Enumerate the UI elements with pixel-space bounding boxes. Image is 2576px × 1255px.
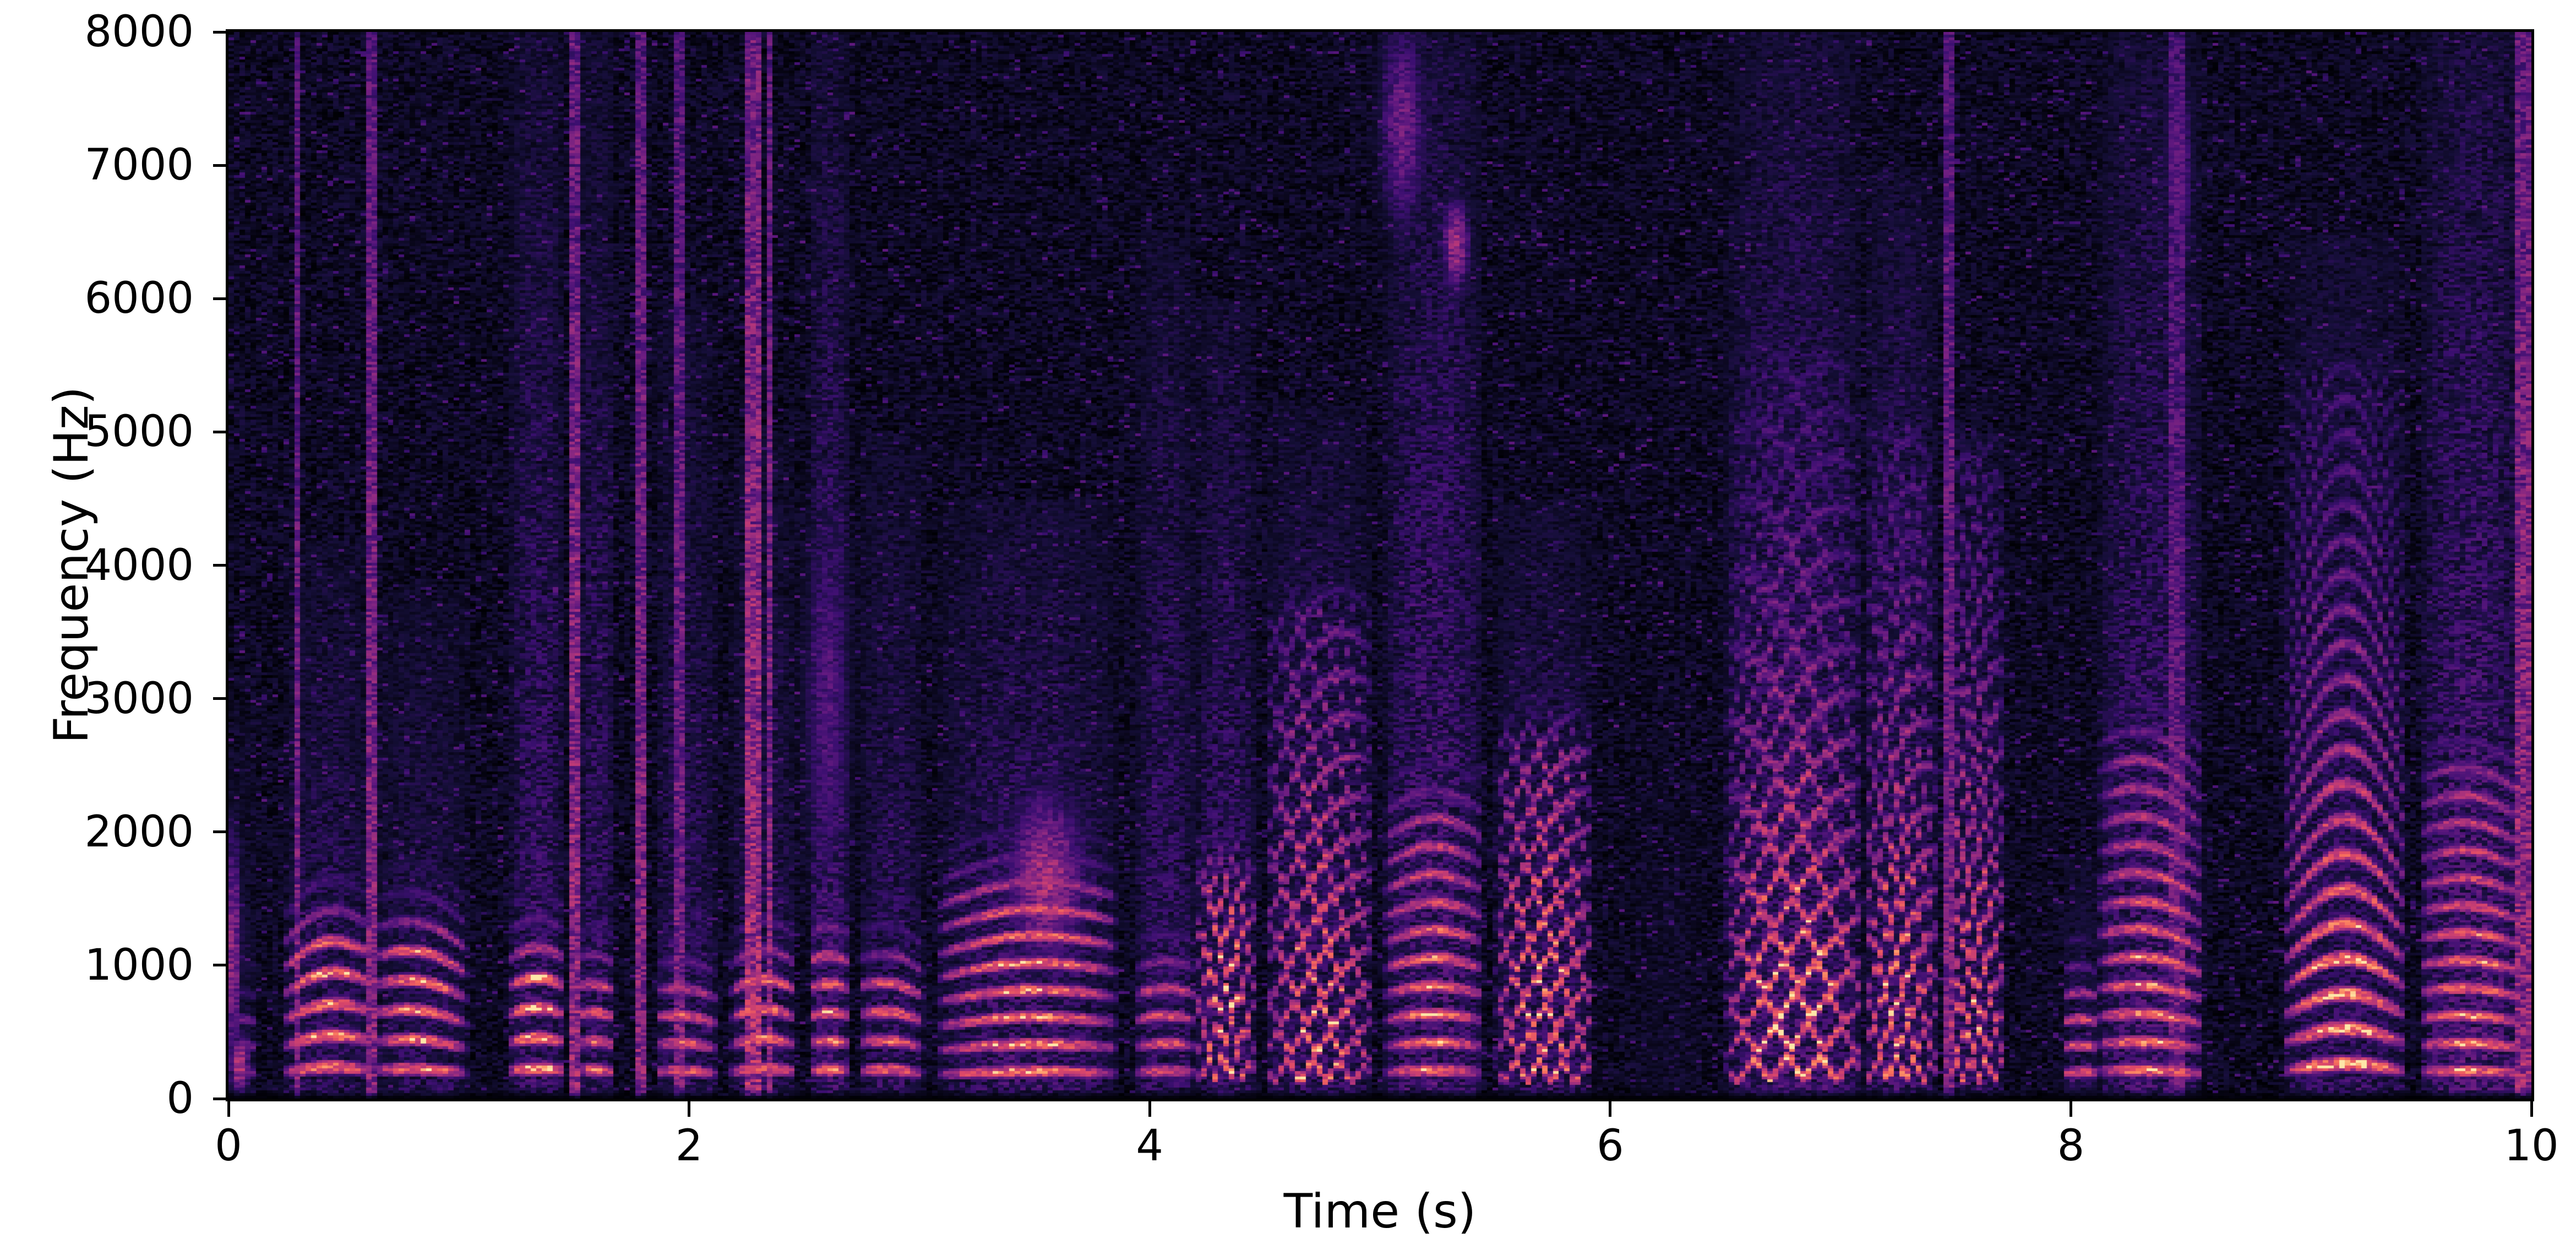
plot-area <box>226 29 2534 1101</box>
y-tick-mark <box>213 297 228 300</box>
x-tick-label: 2 <box>675 1121 703 1171</box>
y-tick-label: 2000 <box>84 807 194 857</box>
x-tick-mark <box>1609 1101 1612 1117</box>
y-tick-mark <box>213 697 228 700</box>
y-tick-mark <box>213 1097 228 1100</box>
x-tick-label: 4 <box>1136 1121 1164 1171</box>
x-tick-label: 6 <box>1596 1121 1624 1171</box>
y-tick-mark <box>213 830 228 834</box>
y-tick-mark <box>213 964 228 967</box>
x-axis-label: Time (s) <box>1283 1184 1477 1239</box>
x-tick-mark <box>2530 1101 2533 1117</box>
y-tick-mark <box>213 430 228 433</box>
x-tick-mark <box>688 1101 691 1117</box>
spectrogram-canvas <box>228 32 2531 1099</box>
y-tick-label: 7000 <box>84 140 194 191</box>
x-tick-label: 10 <box>2504 1121 2559 1171</box>
y-tick-label: 5000 <box>84 407 194 457</box>
y-tick-mark <box>213 30 228 34</box>
x-tick-mark <box>1148 1101 1151 1117</box>
y-tick-label: 6000 <box>84 274 194 324</box>
y-tick-mark <box>213 564 228 567</box>
x-tick-mark <box>2069 1101 2072 1117</box>
x-tick-label: 8 <box>2057 1121 2085 1171</box>
y-tick-label: 0 <box>166 1074 194 1123</box>
y-tick-label: 4000 <box>84 540 194 590</box>
y-tick-label: 3000 <box>84 673 194 724</box>
y-tick-label: 1000 <box>84 940 194 990</box>
x-tick-mark <box>227 1101 230 1117</box>
x-tick-label: 0 <box>215 1121 242 1171</box>
y-tick-label: 8000 <box>84 7 194 57</box>
y-tick-mark <box>213 164 228 167</box>
